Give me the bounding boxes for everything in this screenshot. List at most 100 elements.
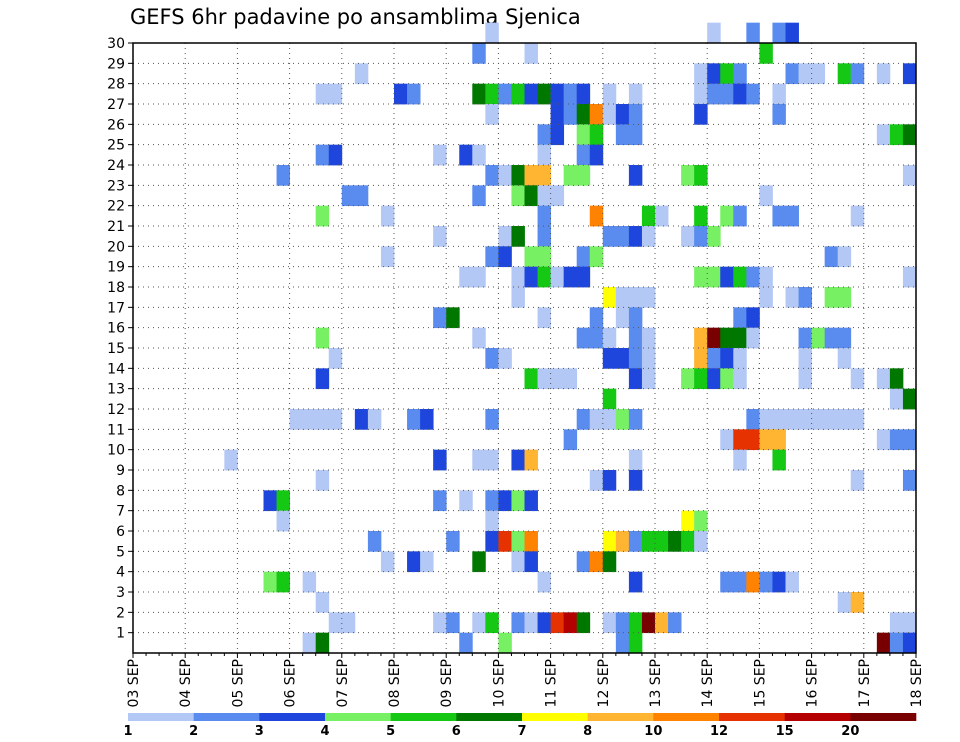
heatmap-cell [628, 124, 643, 146]
heatmap-cell [524, 246, 538, 268]
heatmap-cell [759, 43, 773, 64]
heatmap-cell [302, 571, 317, 593]
heatmap-cell [759, 409, 773, 430]
heatmap-cell [289, 409, 304, 430]
heatmap-cell [341, 612, 356, 634]
heatmap-cell [615, 307, 630, 329]
heatmap-cell [681, 510, 695, 532]
heatmap-cell [889, 612, 904, 634]
heatmap-cell [850, 63, 865, 85]
x-tick-label: 16 SEP [805, 659, 821, 707]
heatmap-cell [655, 205, 669, 227]
grid-lines [133, 43, 916, 653]
heatmap-cell [433, 612, 447, 634]
heatmap-cell [902, 63, 917, 85]
heatmap-cell [576, 83, 591, 105]
heatmap-cell [511, 266, 525, 288]
heatmap-cell [694, 348, 708, 369]
heatmap-cell [511, 226, 525, 247]
heatmap-cell [602, 612, 617, 634]
heatmap-cell [681, 531, 695, 552]
x-tick-label: 12 SEP [596, 659, 612, 707]
heatmap-cell [720, 63, 734, 85]
heatmap-cell [589, 551, 604, 573]
heatmap-cell [602, 327, 617, 349]
heatmap-cell [889, 632, 904, 654]
heatmap-cell [511, 449, 525, 471]
x-tick-label: 10 SEP [491, 659, 507, 707]
heatmap-cell [602, 409, 617, 430]
heatmap-cell [694, 226, 708, 247]
heatmap-cell [628, 348, 643, 369]
y-tick-label: 12 [107, 402, 125, 418]
heatmap-cell [850, 205, 865, 227]
heatmap-cell [798, 63, 812, 85]
heatmap-cell [641, 205, 656, 227]
heatmap-cell [785, 409, 799, 430]
legend-swatch [456, 713, 523, 721]
color-legend: 1 2 3 4 5 6 7 8 10 12 15 20 [123, 713, 917, 739]
legend-swatch [587, 713, 654, 721]
heatmap-cell [746, 327, 760, 349]
heatmap-cell [876, 124, 891, 146]
heatmap-cell [524, 612, 538, 634]
heatmap-cell [524, 531, 538, 552]
legend-swatch [522, 713, 588, 721]
heatmap-cell [485, 531, 499, 552]
heatmap-cell [628, 449, 643, 471]
heatmap-cell [785, 571, 799, 593]
y-tick-label: 14 [107, 361, 125, 377]
y-tick-label: 5 [116, 544, 125, 560]
heatmap-cell [537, 226, 551, 247]
heatmap-cell [902, 165, 917, 186]
heatmap-cell [367, 531, 382, 552]
heatmap-cell [602, 531, 617, 552]
heatmap-cell [472, 449, 486, 471]
legend-label: 5 [386, 724, 395, 739]
heatmap-cell [276, 571, 290, 593]
heatmap-cell [407, 551, 421, 573]
heatmap-cell [628, 470, 643, 491]
heatmap-cell [902, 632, 917, 654]
heatmap-cell [733, 83, 747, 105]
heatmap-cell [459, 266, 473, 288]
legend-label: 8 [583, 724, 592, 739]
y-tick-label: 6 [116, 524, 125, 540]
heatmap-cell [537, 83, 551, 105]
heatmap-cell [615, 409, 630, 430]
heatmap-cell [550, 83, 565, 105]
heatmap-cell [850, 592, 865, 613]
x-tick-label: 13 SEP [648, 659, 664, 707]
heatmap-cell [733, 429, 747, 451]
heatmap-cell [576, 165, 591, 186]
y-tick-label: 25 [107, 138, 125, 154]
heatmap-cell [498, 531, 512, 552]
heatmap-cell [459, 144, 473, 166]
y-tick-label: 4 [116, 565, 125, 581]
x-tick-label: 08 SEP [387, 659, 403, 707]
heatmap-cell [746, 429, 760, 451]
heatmap-cell [328, 409, 343, 430]
heatmap-cell [798, 327, 812, 349]
heatmap-cell [824, 409, 839, 430]
heatmap-cell [537, 205, 551, 227]
heatmap-cell [889, 429, 904, 451]
heatmap-cell [681, 226, 695, 247]
legend-swatch [390, 713, 457, 721]
heatmap-cell [328, 144, 343, 166]
heatmap-cell [628, 165, 643, 186]
heatmap-cell [615, 348, 630, 369]
heatmap-cell [563, 429, 578, 451]
heatmap-cell [472, 43, 486, 64]
heatmap-cell [524, 185, 538, 207]
heatmap-cell [641, 531, 656, 552]
heatmap-cell [720, 429, 734, 451]
heatmap-cell [798, 348, 812, 369]
heatmap-cell [720, 348, 734, 369]
x-tick-label: 04 SEP [178, 659, 194, 707]
heatmap-cell [798, 287, 812, 308]
heatmap-cell [472, 327, 486, 349]
heatmap-cell [485, 83, 499, 105]
heatmap-cell [641, 368, 656, 390]
heatmap-cell [759, 185, 773, 207]
